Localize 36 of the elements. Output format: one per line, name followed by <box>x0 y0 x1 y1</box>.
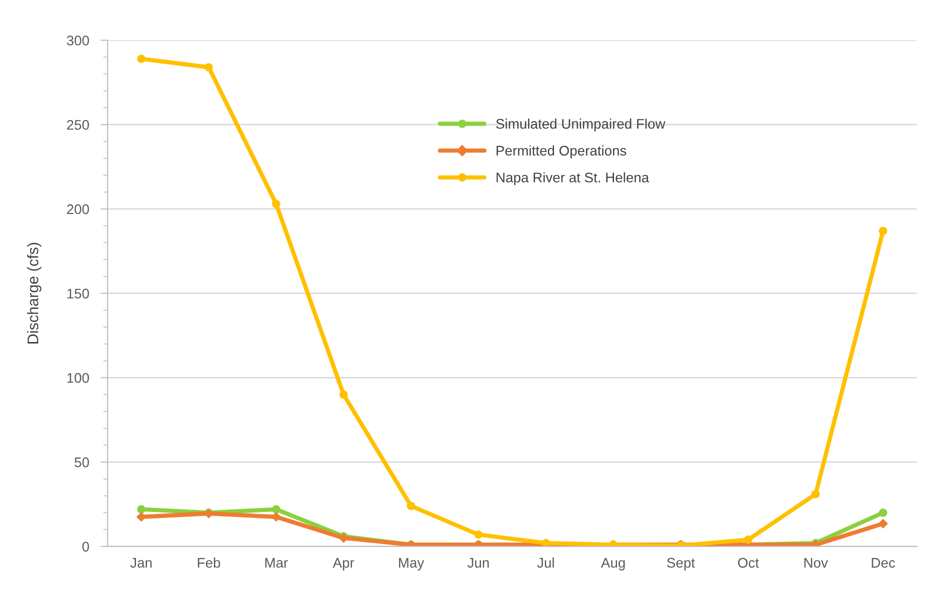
y-tick-label: 200 <box>67 204 89 214</box>
x-tick-label: Jun <box>467 558 489 568</box>
point <box>878 518 888 529</box>
y-tick-label: 0 <box>82 542 89 552</box>
point <box>272 200 280 208</box>
point <box>204 63 213 72</box>
legend-label: Permitted Operations <box>496 145 626 158</box>
y-tick-label: 100 <box>67 373 89 383</box>
x-tick-label: Feb <box>198 558 220 568</box>
x-tick-label: Nov <box>804 558 828 568</box>
point <box>811 490 820 498</box>
point <box>272 505 280 514</box>
point <box>406 502 416 510</box>
x-tick-label: Oct <box>738 558 759 568</box>
y-tick-label: 50 <box>74 457 89 468</box>
y-tick-label: 300 <box>66 36 89 46</box>
legend-label: Napa River at St. Helena <box>496 172 650 186</box>
x-tick-label: May <box>399 558 424 570</box>
legend-label: Simulated Unimpaired Flow <box>496 118 666 132</box>
point <box>137 505 146 514</box>
point <box>878 508 888 517</box>
x-tick-label: Dec <box>872 558 896 568</box>
x-tick-label: Sept <box>667 558 695 570</box>
y-axis-title: Discharge (cfs) <box>27 242 42 344</box>
point <box>339 390 348 399</box>
point <box>137 54 146 63</box>
x-tick-label: Apr <box>332 558 354 570</box>
x-tick-label: Aug <box>601 558 625 570</box>
point <box>744 536 752 544</box>
x-tick-label: Jan <box>130 558 152 568</box>
y-tick-label: 250 <box>67 120 89 130</box>
y-tick-label: 150 <box>67 288 89 299</box>
point <box>878 226 888 236</box>
x-tick-label: Jul <box>537 558 554 568</box>
point <box>474 530 483 539</box>
x-tick-label: Mar <box>265 558 288 568</box>
